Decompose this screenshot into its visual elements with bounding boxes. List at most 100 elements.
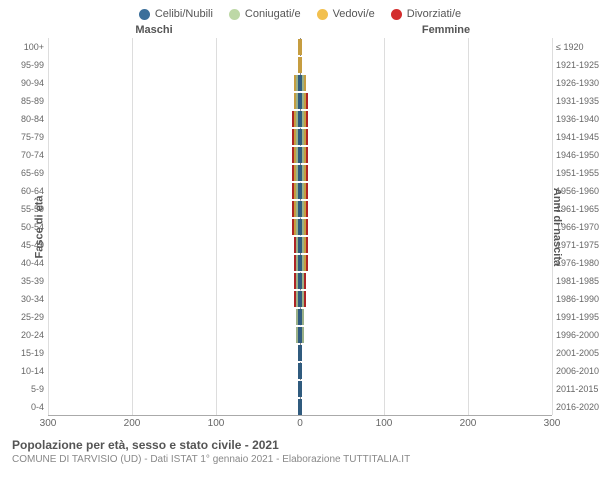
bars-female [300,345,302,361]
bars-male [292,165,300,181]
bars-male [292,219,300,235]
bar-segment [306,255,308,271]
age-row: 45-491971-1975 [48,236,552,254]
birth-label: 1936-1940 [552,114,600,124]
legend-swatch [317,9,328,20]
x-tick: 0 [297,418,303,429]
age-label: 75-79 [4,132,48,142]
legend: Celibi/Nubili Coniugati/e Vedovi/e Divorzia… [0,0,600,24]
age-label: 65-69 [4,168,48,178]
chart-title: Popolazione per età, sesso e stato civil… [12,438,588,452]
bars-female [300,309,304,325]
age-label: 100+ [4,42,48,52]
header-male: Maschi [48,24,300,36]
legend-item: Celibi/Nubili [139,8,213,20]
bar-segment [302,309,304,325]
bar-segment [306,165,308,181]
footer: Popolazione per età, sesso e stato civil… [0,432,600,465]
birth-label: 1951-1955 [552,168,600,178]
legend-label: Divorziati/e [407,8,461,20]
birth-label: 1926-1930 [552,78,600,88]
chart-area: Fasce di età Anni di nascita 100+≤ 19209… [0,38,600,416]
age-label: 0-4 [4,402,48,412]
age-label: 55-59 [4,204,48,214]
bar-segment [300,399,302,415]
bars-female [300,129,308,145]
bar-segment [306,201,308,217]
x-tick: 300 [40,418,57,429]
age-row: 35-391981-1985 [48,272,552,290]
x-tick: 300 [544,418,561,429]
bar-segment [306,111,308,127]
birth-label: 2006-2010 [552,366,600,376]
birth-label: 2016-2020 [552,402,600,412]
birth-label: 1946-1950 [552,150,600,160]
age-label: 40-44 [4,258,48,268]
age-label: 85-89 [4,96,48,106]
age-label: 95-99 [4,60,48,70]
age-label: 80-84 [4,114,48,124]
bars-female [300,39,302,55]
bars-female [300,201,308,217]
bars-female [300,147,308,163]
bar-segment [304,291,306,307]
age-row: 5-92011-2015 [48,380,552,398]
bars-female [300,75,306,91]
bars-female [300,363,302,379]
age-label: 25-29 [4,312,48,322]
age-label: 50-54 [4,222,48,232]
age-label: 35-39 [4,276,48,286]
bar-segment [306,93,308,109]
age-row: 30-341986-1990 [48,290,552,308]
age-row: 90-941926-1930 [48,74,552,92]
age-label: 20-24 [4,330,48,340]
birth-label: 2011-2015 [552,384,600,394]
bar-segment [300,381,302,397]
age-label: 10-14 [4,366,48,376]
birth-label: 1981-1985 [552,276,600,286]
bars-male [292,129,300,145]
birth-label: 1941-1945 [552,132,600,142]
x-tick: 100 [376,418,393,429]
age-row: 65-691951-1955 [48,164,552,182]
legend-label: Vedovi/e [333,8,375,20]
age-row: 70-741946-1950 [48,146,552,164]
x-tick: 200 [124,418,141,429]
age-row: 20-241996-2000 [48,326,552,344]
x-tick: 100 [208,418,225,429]
birth-label: 2001-2005 [552,348,600,358]
age-row: 85-891931-1935 [48,92,552,110]
bars-female [300,291,306,307]
age-row: 60-641956-1960 [48,182,552,200]
bar-segment [300,345,302,361]
bars-female [300,381,302,397]
birth-label: 1931-1935 [552,96,600,106]
birth-label: 1996-2000 [552,330,600,340]
birth-label: 1991-1995 [552,312,600,322]
bar-segment [302,327,304,343]
x-tick: 200 [460,418,477,429]
bars-male [292,183,300,199]
age-row: 40-441976-1980 [48,254,552,272]
legend-item: Vedovi/e [317,8,375,20]
bar-segment [306,219,308,235]
chart-source: COMUNE DI TARVISIO (UD) - Dati ISTAT 1° … [12,454,588,465]
bar-segment [306,237,308,253]
birth-label: 1986-1990 [552,294,600,304]
birth-label: 1921-1925 [552,60,600,70]
birth-label: 1976-1980 [552,258,600,268]
legend-swatch [391,9,402,20]
legend-item: Coniugati/e [229,8,301,20]
birth-label: 1971-1975 [552,240,600,250]
birth-label: 1961-1965 [552,204,600,214]
bars-female [300,93,308,109]
bars-female [300,273,306,289]
birth-label: ≤ 1920 [552,42,600,52]
legend-swatch [139,9,150,20]
age-label: 5-9 [4,384,48,394]
age-row: 10-142006-2010 [48,362,552,380]
bars-female [300,327,304,343]
bars-female [300,111,308,127]
bar-segment [306,129,308,145]
age-label: 60-64 [4,186,48,196]
